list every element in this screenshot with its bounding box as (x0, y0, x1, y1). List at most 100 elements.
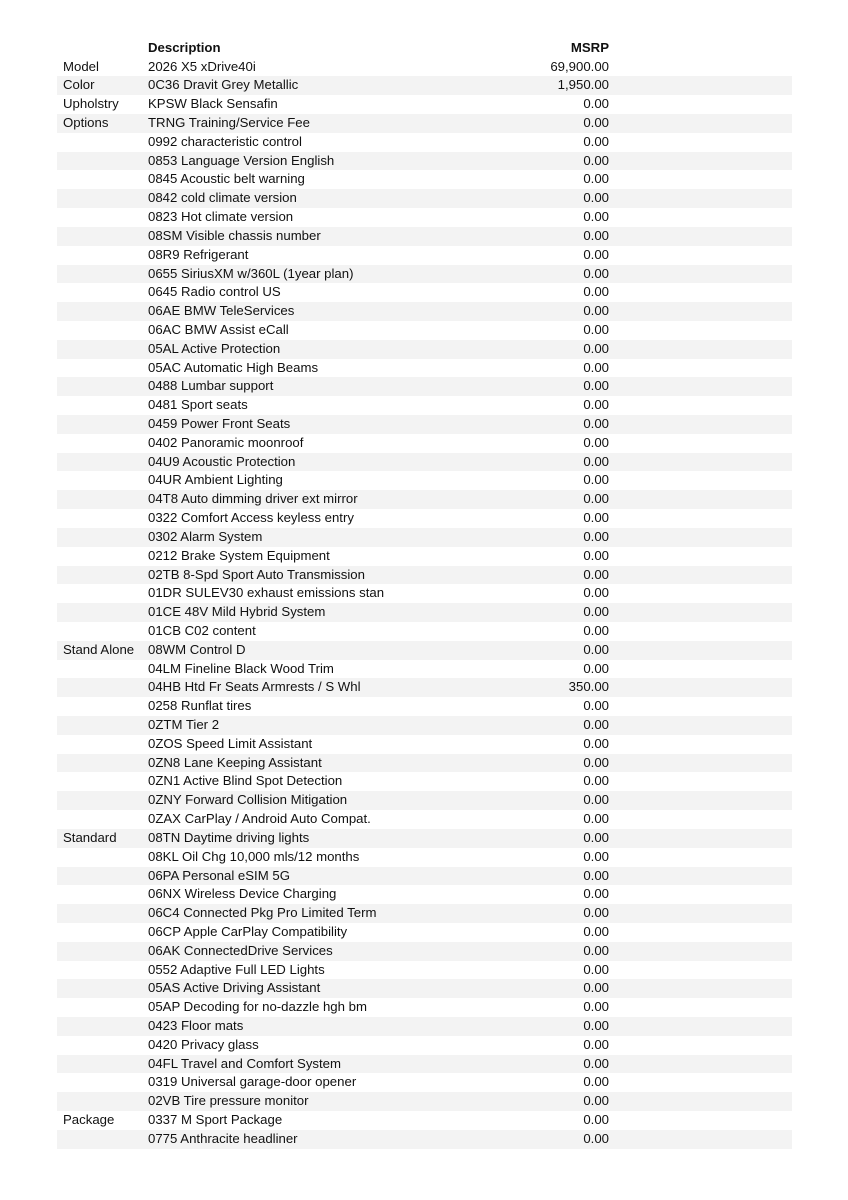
table-body: Model 2026 X5 xDrive40i 69,900.00 Color 0C36… (57, 58, 792, 1149)
row-msrp: 0.00 (583, 1074, 609, 1090)
row-msrp: 0.00 (583, 547, 609, 563)
row-description: 01DR SULEV30 exhaust emissions stan (148, 585, 385, 601)
table-row: 05AS Active Driving Assistant 0.00 (57, 979, 792, 999)
table-row: 0645 Radio control US 0.00 (57, 283, 792, 302)
row-description: 06PA Personal eSIM 5G (148, 867, 290, 883)
row-description: 08WM Control D (148, 641, 246, 657)
row-description: 0488 Lumbar support (148, 378, 274, 394)
table-row: 0992 characteristic control 0.00 (57, 133, 792, 152)
table-row: 0319 Universal garage-door opener 0.00 (57, 1073, 792, 1092)
row-description: 0481 Sport seats (148, 397, 248, 413)
row-description: 02TB 8-Spd Sport Auto Transmission (148, 566, 365, 582)
row-description: 08TN Daytime driving lights (148, 829, 310, 845)
table-row: 0ZOS Speed Limit Assistant 0.00 (57, 735, 792, 754)
table-row: 05AP Decoding for no-dazzle hgh bm 0.00 (57, 998, 792, 1017)
row-category: Standard (63, 829, 117, 845)
row-description: 0423 Floor mats (148, 1018, 244, 1034)
row-description: KPSW Black Sensafin (148, 96, 278, 112)
row-description: 0420 Privacy glass (148, 1036, 259, 1052)
row-msrp: 0.00 (583, 209, 609, 225)
table-row: 0823 Hot climate version 0.00 (57, 208, 792, 227)
table-row: Options TRNG Training/Service Fee 0.00 (57, 114, 792, 133)
row-msrp: 0.00 (583, 96, 609, 112)
row-msrp: 0.00 (583, 999, 609, 1015)
row-description: 0823 Hot climate version (148, 209, 294, 225)
row-description: 05AS Active Driving Assistant (148, 980, 321, 996)
row-description: 0ZN1 Active Blind Spot Detection (148, 773, 343, 789)
row-description: 04UR Ambient Lighting (148, 472, 283, 488)
table-row: 0258 Runflat tires 0.00 (57, 697, 792, 716)
row-description: 0212 Brake System Equipment (148, 547, 330, 563)
price-sheet-table: Description MSRP Model 2026 X5 xDrive40i 6… (57, 39, 792, 1149)
table-row: 06AC BMW Assist eCall 0.00 (57, 321, 792, 340)
row-description: 0992 characteristic control (148, 133, 302, 149)
table-row: 0302 Alarm System 0.00 (57, 527, 792, 547)
row-description: 0842 cold climate version (148, 190, 297, 206)
table-row: 0ZNY Forward Collision Mitigation 0.00 (57, 791, 792, 811)
row-description: 04FL Travel and Comfort System (148, 1055, 342, 1071)
table-row: 04LM Fineline Black Wood Trim 0.00 (57, 660, 792, 679)
row-msrp: 0.00 (583, 171, 609, 187)
table-row: 04U9 Acoustic Protection 0.00 (57, 452, 792, 472)
table-row: 08R9 Refrigerant 0.00 (57, 246, 792, 265)
row-description: 04U9 Acoustic Protection (148, 453, 296, 469)
table-row: 0845 Acoustic belt warning 0.00 (57, 170, 792, 189)
row-msrp: 0.00 (583, 303, 609, 319)
row-description: 0845 Acoustic belt warning (148, 171, 305, 187)
table-row: 0842 cold climate version 0.00 (57, 189, 792, 209)
table-row: 0552 Adaptive Full LED Lights 0.00 (57, 961, 792, 980)
row-msrp: 0.00 (583, 942, 609, 958)
table-row: 0655 SiriusXM w/360L (1year plan) 0.00 (57, 264, 792, 284)
table-row: 08SM Visible chassis number 0.00 (57, 226, 792, 246)
row-msrp: 0.00 (583, 905, 609, 921)
row-description: 0258 Runflat tires (148, 698, 252, 714)
row-msrp: 0.00 (583, 1130, 609, 1146)
row-msrp: 0.00 (583, 133, 609, 149)
table-row: 0ZAX CarPlay / Android Auto Compat. 0.00 (57, 810, 792, 829)
row-msrp: 0.00 (583, 792, 609, 808)
row-description: 02VB Tire pressure monitor (148, 1093, 309, 1109)
row-msrp: 0.00 (583, 453, 609, 469)
row-msrp: 0.00 (583, 867, 609, 883)
row-msrp: 0.00 (583, 190, 609, 206)
row-msrp: 0.00 (583, 115, 609, 131)
row-msrp: 0.00 (583, 246, 609, 262)
row-description: 05AP Decoding for no-dazzle hgh bm (148, 999, 367, 1015)
table-row: 0481 Sport seats 0.00 (57, 396, 792, 415)
row-description: 06AE BMW TeleServices (148, 303, 295, 319)
row-description: 04LM Fineline Black Wood Trim (148, 660, 334, 676)
table-row: 04T8 Auto dimming driver ext mirror 0.00 (57, 490, 792, 510)
row-category: Upholstry (63, 96, 119, 112)
row-msrp: 0.00 (583, 886, 609, 902)
table-row: 06AE BMW TeleServices 0.00 (57, 302, 792, 321)
table-row: Stand Alone 08WM Control D 0.00 (57, 640, 792, 660)
table-row: 06C4 Connected Pkg Pro Limited Term 0.00 (57, 904, 792, 923)
row-description: 0302 Alarm System (148, 528, 263, 544)
row-description: 06C4 Connected Pkg Pro Limited Term (148, 905, 377, 921)
row-msrp: 0.00 (583, 604, 609, 620)
row-category: Package (63, 1112, 115, 1128)
row-msrp: 0.00 (583, 961, 609, 977)
table-row: 04HB Htd Fr Seats Armrests / S Whl 350.00 (57, 678, 792, 698)
table-row: 0322 Comfort Access keyless entry 0.00 (57, 509, 792, 528)
table-row: 0853 Language Version English 0.00 (57, 151, 792, 171)
table-row: 01DR SULEV30 exhaust emissions stan 0.00 (57, 584, 792, 603)
row-description: 04HB Htd Fr Seats Armrests / S Whl (148, 679, 361, 695)
table-row: 08KL Oil Chg 10,000 mls/12 months 0.00 (57, 848, 792, 867)
row-category: Stand Alone (63, 641, 135, 657)
row-description: 01CE 48V Mild Hybrid System (148, 604, 326, 620)
row-msrp: 69,900.00 (550, 58, 609, 74)
row-description: 0552 Adaptive Full LED Lights (148, 961, 325, 977)
row-description: 0402 Panoramic moonroof (148, 434, 304, 450)
row-category: Model (63, 58, 99, 74)
row-description: 0337 M Sport Package (148, 1112, 283, 1128)
table-row: 05AL Active Protection 0.00 (57, 339, 792, 359)
table-row: 0ZTM Tier 2 0.00 (57, 716, 792, 735)
row-description: 05AC Automatic High Beams (148, 359, 319, 375)
row-msrp: 0.00 (583, 321, 609, 337)
row-description: 06CP Apple CarPlay Compatibility (148, 923, 348, 939)
row-description: 0ZOS Speed Limit Assistant (148, 735, 313, 751)
row-msrp: 0.00 (583, 566, 609, 582)
table-row: Color 0C36 Dravit Grey Metallic 1,950.00 (57, 76, 792, 96)
table-row: 0212 Brake System Equipment 0.00 (57, 547, 792, 566)
